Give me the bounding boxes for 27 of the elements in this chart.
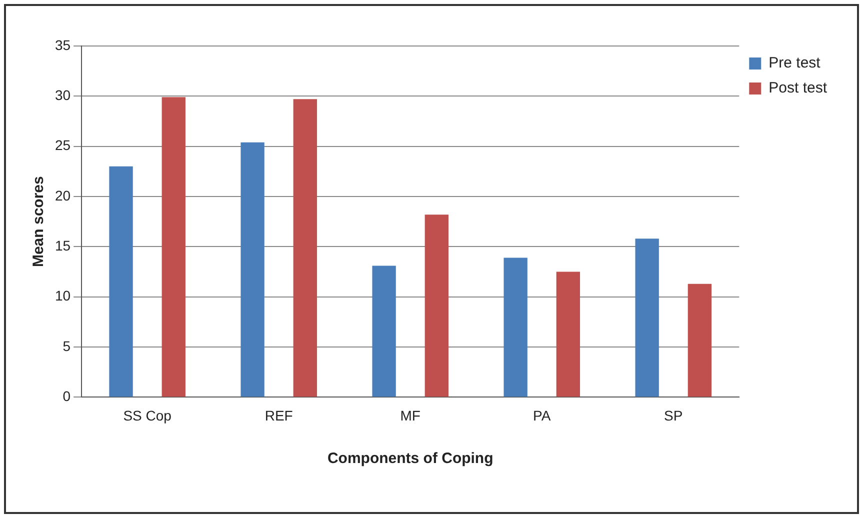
x-tick-label: REF (264, 407, 293, 424)
bar (688, 284, 712, 397)
y-tick-label: 10 (54, 288, 71, 304)
bar (240, 142, 264, 397)
y-axis-title: Mean scores (30, 176, 48, 268)
bar (424, 214, 448, 397)
x-axis-title: Components of Coping (327, 450, 494, 468)
x-tick-label: PA (533, 407, 552, 424)
y-tick-label: 30 (54, 87, 71, 104)
y-tick-label: 35 (54, 36, 71, 53)
x-tick-label: MF (400, 407, 420, 424)
bar (293, 99, 317, 397)
legend-label: Pre test (768, 54, 822, 72)
bar (109, 166, 133, 397)
y-tick-label: 15 (54, 238, 71, 254)
bar (162, 97, 186, 397)
bar (556, 272, 580, 397)
x-tick-label: SS Cop (123, 407, 172, 424)
bar (635, 238, 659, 397)
y-tick-label: 0 (62, 388, 71, 404)
y-tick-label: 25 (54, 137, 71, 154)
y-tick-label: 20 (54, 187, 71, 204)
legend-label: Post test (768, 80, 828, 97)
x-tick-label: SP (664, 407, 683, 424)
y-tick-label: 5 (62, 338, 71, 354)
bar (504, 258, 528, 397)
bar (372, 266, 396, 397)
